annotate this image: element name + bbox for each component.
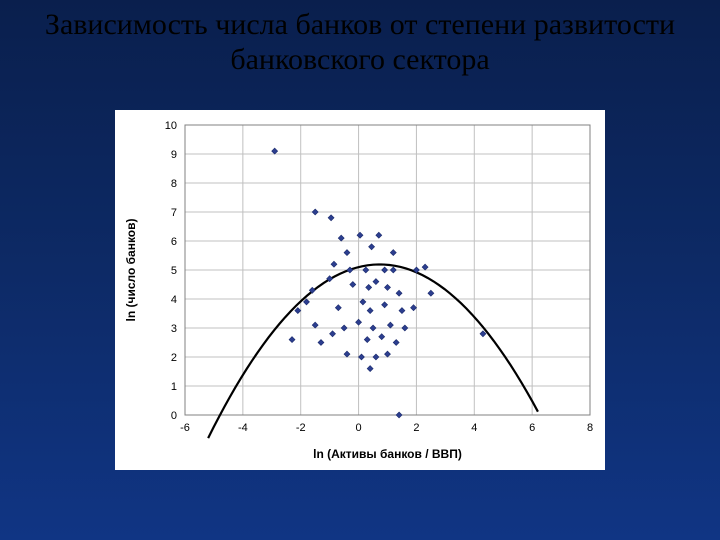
svg-text:8: 8 (587, 422, 593, 434)
svg-text:-2: -2 (296, 422, 306, 434)
svg-text:-4: -4 (238, 422, 248, 434)
svg-text:0: 0 (171, 410, 177, 422)
svg-text:10: 10 (165, 120, 177, 132)
svg-text:2: 2 (171, 352, 177, 364)
svg-text:4: 4 (171, 294, 177, 306)
svg-text:6: 6 (171, 236, 177, 248)
svg-text:-6: -6 (180, 422, 190, 434)
svg-text:8: 8 (171, 178, 177, 190)
svg-text:3: 3 (171, 323, 177, 335)
slide-title: Зависимость числа банков от степени разв… (0, 8, 720, 77)
chart-svg: -6 -4 -2 0 2 4 6 8 0 1 2 3 4 5 6 7 8 9 10 ln (Активы банков… (115, 110, 605, 470)
svg-text:7: 7 (171, 207, 177, 219)
svg-text:9: 9 (171, 149, 177, 161)
svg-text:1: 1 (171, 381, 177, 393)
svg-text:ln (Активы банков / ВВП): ln (Активы банков / ВВП) (313, 447, 462, 461)
svg-text:6: 6 (529, 422, 535, 434)
svg-text:ln (число банков): ln (число банков) (124, 218, 138, 321)
scatter-chart: -6 -4 -2 0 2 4 6 8 0 1 2 3 4 5 6 7 8 9 10 ln (Активы банков… (115, 110, 605, 470)
slide: Зависимость числа банков от степени разв… (0, 0, 720, 540)
svg-text:2: 2 (413, 422, 419, 434)
svg-text:4: 4 (471, 422, 477, 434)
svg-text:5: 5 (171, 265, 177, 277)
svg-text:0: 0 (356, 422, 362, 434)
